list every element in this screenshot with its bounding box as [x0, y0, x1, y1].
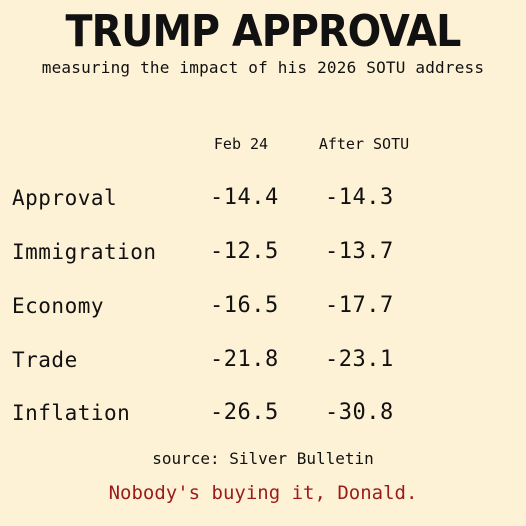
column-header-after-sotu: After SOTU — [318, 135, 410, 153]
table-row: Trade -21.8 -23.1 — [0, 345, 526, 375]
value-after-sotu: -23.1 — [325, 347, 394, 372]
page-title: TRUMP APPROVAL — [65, 6, 462, 57]
row-label-trade: Trade — [12, 348, 78, 372]
row-label-economy: Economy — [12, 294, 105, 318]
table-row: Inflation -26.5 -30.8 — [0, 398, 526, 428]
value-feb-24: -26.5 — [210, 400, 279, 425]
value-after-sotu: -14.3 — [325, 185, 394, 210]
value-after-sotu: -17.7 — [325, 293, 394, 318]
table-row: Immigration -12.5 -13.7 — [0, 237, 526, 267]
row-label-inflation: Inflation — [12, 401, 131, 425]
row-label-approval: Approval — [12, 186, 118, 210]
tagline: Nobody's buying it, Donald. — [108, 482, 418, 504]
value-after-sotu: -30.8 — [325, 400, 394, 425]
value-feb-24: -12.5 — [210, 239, 279, 264]
column-header-feb-24: Feb 24 — [213, 135, 269, 153]
table-row: Economy -16.5 -17.7 — [0, 291, 526, 321]
page-subtitle: measuring the impact of his 2026 SOTU ad… — [41, 58, 485, 77]
table-row: Approval -14.4 -14.3 — [0, 183, 526, 213]
source-note: source: Silver Bulletin — [152, 449, 374, 468]
value-after-sotu: -13.7 — [325, 239, 394, 264]
value-feb-24: -21.8 — [210, 347, 279, 372]
value-feb-24: -14.4 — [210, 185, 279, 210]
row-label-immigration: Immigration — [12, 240, 157, 264]
value-feb-24: -16.5 — [210, 293, 279, 318]
